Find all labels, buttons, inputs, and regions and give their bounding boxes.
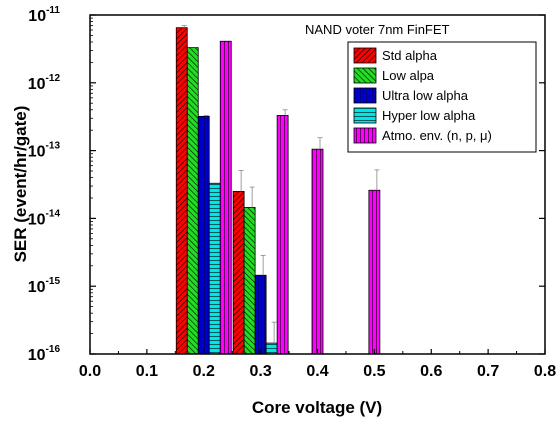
y-tick-label: 10-15: [28, 276, 61, 296]
error-bars: [181, 25, 380, 344]
legend-swatch-4: [353, 127, 377, 144]
y-tick-label: 10-14: [28, 208, 61, 228]
x-tick-label: 0.5: [363, 363, 385, 380]
y-tick-label: 10-11: [28, 5, 60, 25]
x-axis-ticks: 0.0 0.1 0.2 0.3 0.4 0.5 0.6 0.7 0.8: [79, 349, 556, 380]
x-axis-title: Core voltage (V): [252, 398, 382, 417]
legend-swatch-3: [353, 107, 377, 124]
bar-s4-p1: [276, 115, 289, 355]
bar-s3-p0: [208, 182, 221, 355]
bar-s1-p1: [243, 207, 256, 355]
legend-swatch-0: [353, 47, 377, 64]
x-tick-label: 0.8: [534, 363, 556, 380]
legend-label-4: Atmo. env. (n, p, μ): [382, 128, 492, 143]
x-tick-label: 0.7: [477, 363, 499, 380]
legend-label-0: Std alpha: [382, 48, 438, 63]
bars: [175, 27, 381, 355]
y-tick-label: 10-16: [28, 344, 61, 364]
y-axis-title: SER (event/hr/gate): [11, 106, 30, 263]
bar-s1-p0: [186, 47, 199, 355]
legend-label-1: Low alpa: [382, 68, 435, 83]
bar-s4-p3: [368, 189, 381, 355]
legend-label-3: Hyper low alpha: [382, 108, 476, 123]
bar-s0-p1: [232, 191, 245, 355]
x-tick-label: 0.2: [193, 363, 215, 380]
bar-s4-p0: [219, 40, 232, 355]
legend-box: [347, 41, 537, 153]
bar-s2-p1: [254, 274, 267, 355]
x-tick-label: 0.1: [136, 363, 158, 380]
legend: Std alpha Low alpa Ultra low alpha Hyper lo…: [347, 41, 537, 153]
y-tick-label: 10-13: [28, 141, 61, 161]
legend-swatch-2: [353, 87, 377, 104]
bar-s2-p0: [197, 115, 210, 355]
bar-s0-p0: [175, 27, 188, 355]
y-tick-label: 10-12: [28, 73, 61, 93]
x-tick-label: 0.4: [306, 363, 328, 380]
chart-annotation: NAND voter 7nm FinFET: [305, 22, 450, 37]
bar-s4-p2: [311, 148, 324, 355]
legend-label-2: Ultra low alpha: [382, 88, 469, 103]
bar-s3-p1: [265, 342, 278, 355]
x-tick-label: 0.0: [79, 363, 101, 380]
x-tick-label: 0.6: [420, 363, 442, 380]
legend-swatch-1: [353, 67, 377, 84]
x-tick-label: 0.3: [250, 363, 272, 380]
